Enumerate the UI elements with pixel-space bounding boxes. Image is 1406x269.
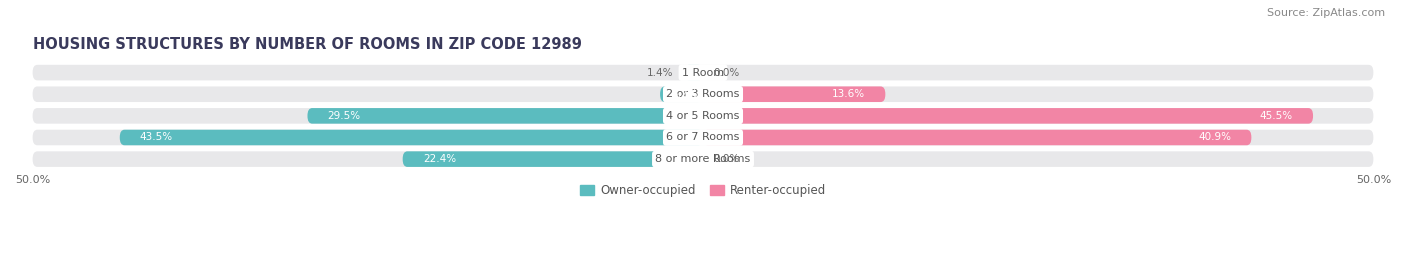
Text: 8 or more Rooms: 8 or more Rooms [655, 154, 751, 164]
Text: HOUSING STRUCTURES BY NUMBER OF ROOMS IN ZIP CODE 12989: HOUSING STRUCTURES BY NUMBER OF ROOMS IN… [32, 37, 582, 52]
FancyBboxPatch shape [32, 108, 1374, 124]
FancyBboxPatch shape [32, 130, 1374, 145]
Text: 43.5%: 43.5% [139, 133, 173, 143]
Text: 2 or 3 Rooms: 2 or 3 Rooms [666, 89, 740, 99]
Text: 45.5%: 45.5% [1260, 111, 1294, 121]
FancyBboxPatch shape [659, 86, 703, 102]
FancyBboxPatch shape [703, 86, 886, 102]
FancyBboxPatch shape [32, 86, 1374, 102]
FancyBboxPatch shape [308, 108, 703, 124]
Text: 1.4%: 1.4% [647, 68, 673, 78]
FancyBboxPatch shape [703, 108, 1313, 124]
Text: 4 or 5 Rooms: 4 or 5 Rooms [666, 111, 740, 121]
Text: 3.2%: 3.2% [671, 89, 697, 99]
FancyBboxPatch shape [32, 65, 1374, 80]
Legend: Owner-occupied, Renter-occupied: Owner-occupied, Renter-occupied [575, 180, 831, 202]
Text: 22.4%: 22.4% [423, 154, 456, 164]
Text: 13.6%: 13.6% [832, 89, 865, 99]
Text: 0.0%: 0.0% [714, 154, 740, 164]
Text: 6 or 7 Rooms: 6 or 7 Rooms [666, 133, 740, 143]
FancyBboxPatch shape [32, 151, 1374, 167]
FancyBboxPatch shape [703, 130, 1251, 145]
Text: 0.0%: 0.0% [714, 68, 740, 78]
FancyBboxPatch shape [685, 65, 703, 80]
Text: 40.9%: 40.9% [1198, 133, 1232, 143]
FancyBboxPatch shape [402, 151, 703, 167]
FancyBboxPatch shape [120, 130, 703, 145]
Text: 1 Room: 1 Room [682, 68, 724, 78]
Text: 29.5%: 29.5% [328, 111, 361, 121]
Text: Source: ZipAtlas.com: Source: ZipAtlas.com [1267, 8, 1385, 18]
